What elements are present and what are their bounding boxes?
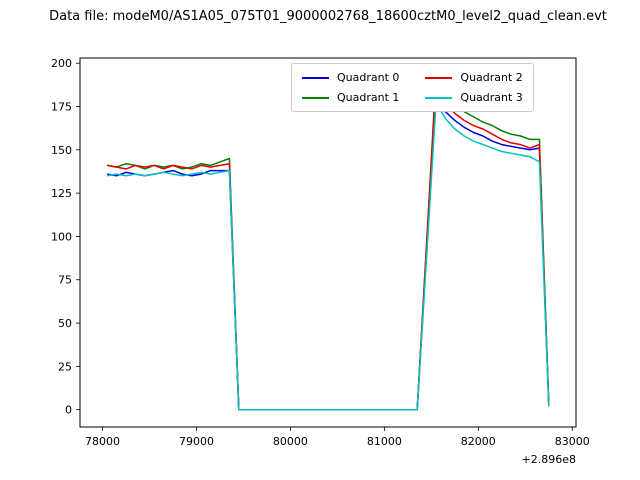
- y-tick-label: 150: [51, 144, 72, 157]
- legend-item: Quadrant 3: [425, 91, 523, 104]
- legend-label: Quadrant 3: [460, 91, 523, 104]
- legend: Quadrant 0 Quadrant 1 Quadrant 2 Quadran…: [291, 63, 534, 112]
- axes-spines: [79, 57, 577, 428]
- legend-item: Quadrant 0: [302, 71, 399, 84]
- legend-label: Quadrant 0: [337, 71, 400, 84]
- y-tick-label: 75: [58, 274, 72, 287]
- series-line-quadrant-0: [107, 91, 550, 411]
- legend-line-swatch: [425, 96, 453, 99]
- chart-title: Data file: modeM0/AS1A05_075T01_90000027…: [49, 9, 607, 24]
- series-line-quadrant-2: [107, 79, 550, 411]
- legend-label: Quadrant 1: [337, 91, 400, 104]
- legend-line-swatch: [302, 76, 329, 79]
- y-tick-label: 0: [65, 404, 72, 417]
- legend-item: Quadrant 1: [302, 91, 399, 104]
- x-tick-label: 83000: [555, 435, 590, 448]
- series-line-quadrant-1: [107, 74, 550, 411]
- legend-item: Quadrant 2: [425, 71, 523, 84]
- x-tick-label: 78000: [85, 435, 120, 448]
- y-tick-label: 100: [51, 230, 72, 243]
- series-line-quadrant-3: [107, 102, 550, 411]
- x-tick-label: 80000: [273, 435, 308, 448]
- y-tick-label: 50: [58, 317, 72, 330]
- y-tick-label: 200: [51, 57, 72, 70]
- x-tick-label: 79000: [179, 435, 214, 448]
- x-axis-offset-label: +2.896e8: [522, 453, 576, 466]
- y-tick-label: 25: [58, 360, 72, 373]
- x-tick-label: 82000: [461, 435, 496, 448]
- y-tick-label: 175: [51, 101, 72, 114]
- legend-label: Quadrant 2: [460, 71, 523, 84]
- legend-line-swatch: [302, 96, 329, 99]
- x-tick-label: 81000: [367, 435, 402, 448]
- legend-line-swatch: [425, 76, 453, 79]
- y-tick-label: 125: [51, 187, 72, 200]
